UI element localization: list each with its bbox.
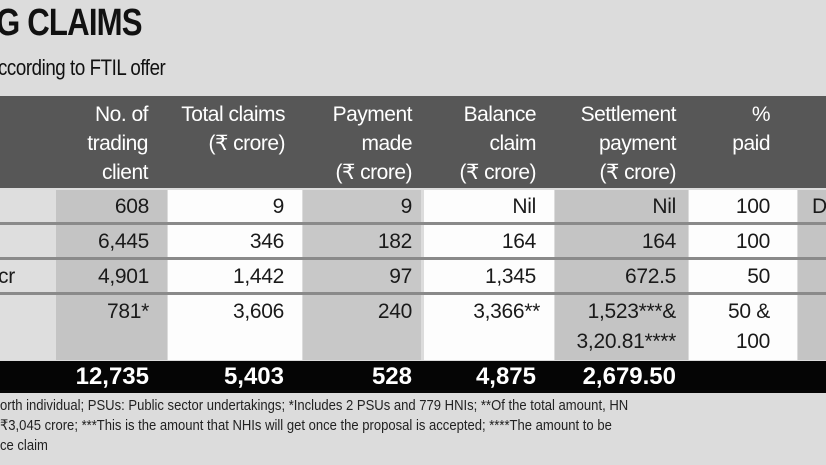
cell-trading-clients: 4,901 xyxy=(97,265,149,288)
cell-trading-clients: 781* xyxy=(106,300,149,323)
row-divider xyxy=(0,292,826,295)
cell-payment-made: 97 xyxy=(389,265,412,288)
total-trading-clients: 12,735 xyxy=(75,363,149,390)
total-payment-made: 528 xyxy=(371,363,412,390)
table-subtitle: ccording to FTIL offer xyxy=(0,55,166,80)
column-bg xyxy=(555,190,688,360)
row-divider xyxy=(0,257,826,260)
cell-payment-made: 9 xyxy=(400,195,413,218)
cell-trading-clients: 6,445 xyxy=(97,230,149,253)
footnote-line: ce claim xyxy=(0,438,48,454)
header-balance-claim: Balance claim (₹ crore) xyxy=(459,103,536,184)
cell-percent-paid: 100 xyxy=(735,230,770,253)
header-trading-clients: No. of trading client xyxy=(87,103,148,184)
cell-total-claims: 3,606 xyxy=(232,300,284,323)
header-payment-made: Payment made (₹ crore) xyxy=(332,103,413,184)
cell-settlement-payment: Nil xyxy=(652,195,676,218)
header-percent-paid: % paid xyxy=(732,103,770,155)
header-total-claims: Total claims (₹ crore) xyxy=(181,103,285,155)
label-column xyxy=(0,190,56,360)
footnote-line: orth individual; PSUs: Public sector und… xyxy=(0,398,629,414)
column-bg xyxy=(689,190,797,360)
cell-payment-made: 240 xyxy=(377,300,412,323)
total-claims: 5,403 xyxy=(223,363,284,390)
cell-percent-paid: 50 & 100 xyxy=(728,300,770,353)
footnote-line: ₹3,045 crore; ***This is the amount that… xyxy=(0,418,612,434)
column-bg xyxy=(168,190,302,360)
cell-settlement-payment: 1,523***& 3,20.81**** xyxy=(576,300,677,353)
row-label: cr xyxy=(0,265,15,288)
column-bg xyxy=(303,190,421,360)
cell-total-claims: 9 xyxy=(272,195,285,218)
cell-settlement-payment: 672.5 xyxy=(624,265,676,288)
table-header xyxy=(0,96,826,188)
total-balance-claim: 4,875 xyxy=(475,363,536,390)
cell-settlement-payment: 164 xyxy=(641,230,676,253)
cell-total-claims: 346 xyxy=(249,230,284,253)
column-bg xyxy=(798,190,826,360)
cell-percent-paid: 100 xyxy=(735,195,770,218)
cell-total-claims: 1,442 xyxy=(232,265,284,288)
cell-balance-claim: Nil xyxy=(512,195,536,218)
cell-trading-clients: 608 xyxy=(114,195,149,218)
row-divider xyxy=(0,222,826,225)
cell-balance-claim: 3,366** xyxy=(473,300,540,323)
cell-balance-claim: 1,345 xyxy=(484,265,536,288)
table-title: G CLAIMS xyxy=(0,2,143,44)
column-bg xyxy=(424,190,554,360)
total-settlement-payment: 2,679.50 xyxy=(582,363,676,390)
column-bg xyxy=(56,190,167,360)
cell-percent-paid: 50 xyxy=(747,265,770,288)
cell-balance-claim: 164 xyxy=(501,230,536,253)
header-settlement-payment: Settlement payment (₹ crore) xyxy=(580,103,677,184)
total-row xyxy=(0,361,826,393)
cell-payment-made: 182 xyxy=(377,230,412,253)
cell-extra: D xyxy=(812,195,826,218)
